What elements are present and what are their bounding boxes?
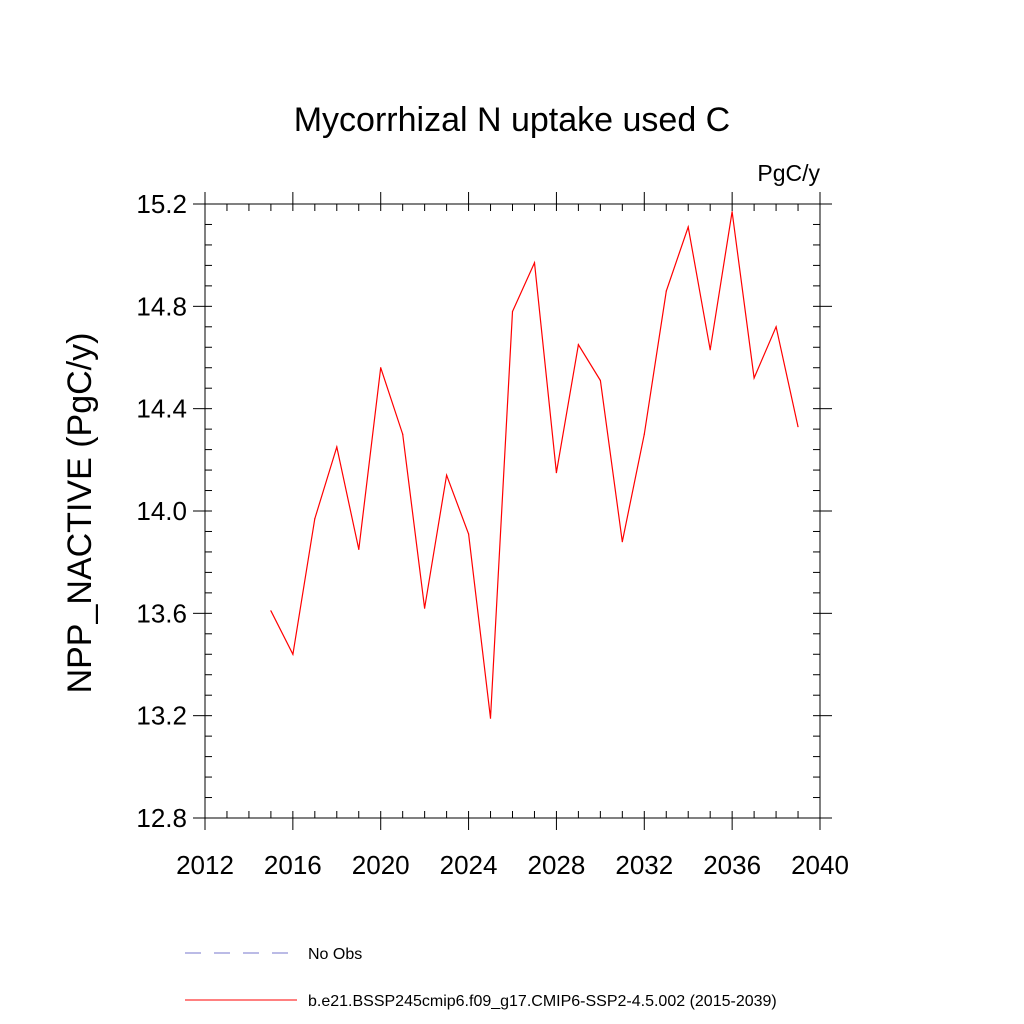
series-layer xyxy=(270,211,799,719)
x-tick-label: 2020 xyxy=(352,850,410,880)
x-tick-label: 2040 xyxy=(791,850,849,880)
data-point xyxy=(709,349,711,351)
x-tick-label: 2028 xyxy=(528,850,586,880)
y-tick-label: 12.8 xyxy=(136,803,187,833)
data-point xyxy=(358,548,360,551)
x-tick-label: 2016 xyxy=(264,850,322,880)
data-point xyxy=(665,290,667,292)
y-axis-label: NPP_NACTIVE (PgC/y) xyxy=(61,333,99,694)
units-label: PgC/y xyxy=(757,160,820,186)
legend-label-series: b.e21.BSSP245cmip6.f09_g17.CMIP6-SSP2-4.… xyxy=(308,993,777,1010)
data-point xyxy=(511,310,514,313)
data-point xyxy=(270,610,272,612)
legend: No Obs b.e21.BSSP245cmip6.f09_g17.CMIP6-… xyxy=(185,946,777,1010)
x-axis-tick-labels: 2012 2016 2020 2024 2028 2032 2036 2040 xyxy=(176,850,849,880)
data-point xyxy=(336,446,338,448)
y-tick-label: 13.6 xyxy=(136,598,187,628)
chart-title: Mycorrhizal N uptake used C xyxy=(294,101,731,139)
data-point xyxy=(555,472,558,474)
data-point xyxy=(380,367,382,369)
data-point xyxy=(468,533,470,535)
y-tick-label: 14.4 xyxy=(136,394,187,424)
x-tick-label: 2024 xyxy=(440,850,498,880)
x-tick-label: 2032 xyxy=(615,850,673,880)
data-point xyxy=(314,518,316,520)
plot-frame xyxy=(204,203,821,819)
data-point xyxy=(446,474,448,476)
data-point xyxy=(424,607,426,609)
data-point xyxy=(533,262,536,264)
data-point xyxy=(753,377,755,379)
data-point xyxy=(797,426,799,428)
data-point xyxy=(292,653,294,655)
data-point xyxy=(599,379,602,382)
x-tick-label: 2012 xyxy=(176,850,234,880)
y-tick-label: 13.2 xyxy=(136,701,187,731)
data-point xyxy=(687,226,689,228)
y-axis-ticks xyxy=(193,203,832,819)
y-tick-label: 14.8 xyxy=(136,291,187,321)
data-point xyxy=(643,433,645,435)
x-axis-ticks xyxy=(204,192,821,830)
data-point xyxy=(621,541,623,543)
data-point xyxy=(489,717,492,719)
y-tick-label: 14.0 xyxy=(136,496,187,526)
y-axis-tick-labels: 12.8 13.2 13.6 14.0 14.4 14.8 15.2 xyxy=(136,189,187,833)
data-point xyxy=(577,344,580,346)
data-point xyxy=(775,326,777,328)
data-point xyxy=(731,211,733,213)
x-tick-label: 2036 xyxy=(703,850,761,880)
series-line xyxy=(270,211,799,719)
y-tick-label: 15.2 xyxy=(136,189,187,219)
legend-label-no-obs: No Obs xyxy=(308,946,362,963)
data-point xyxy=(402,433,404,435)
